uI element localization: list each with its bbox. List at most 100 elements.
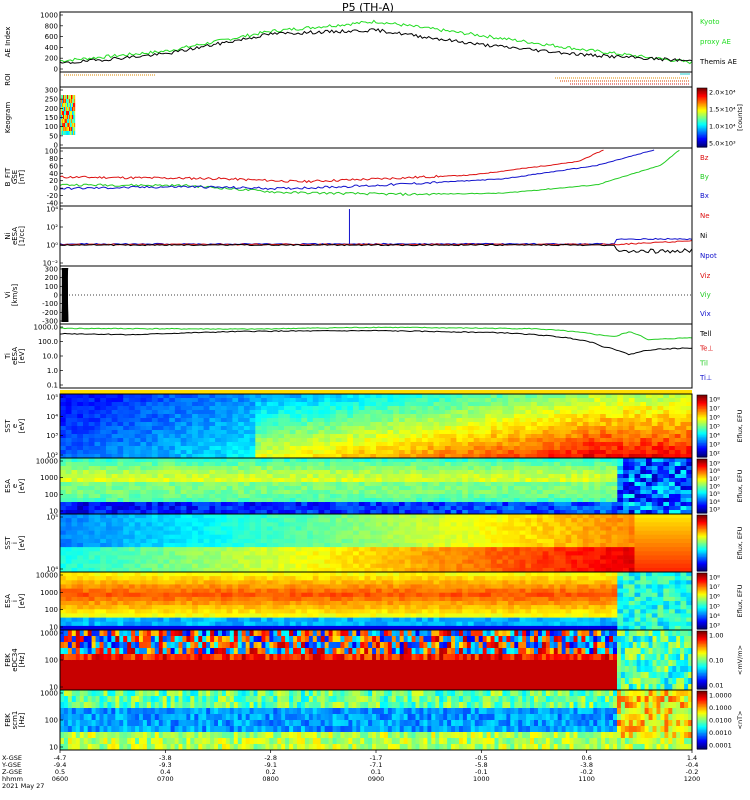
footer-value: 0900 (368, 775, 385, 783)
esa_e-cbar-tick: 10⁹ (709, 460, 720, 468)
roi-ylabel: ROI (4, 73, 12, 85)
density-ylabel: [1/cc] (18, 226, 26, 246)
fbk_b-tick-label: 1000 (40, 690, 58, 698)
fbk_b-cbar-tick: 1.0000 (709, 692, 732, 700)
fbk_e-cbar-label: <mV/m> (736, 645, 744, 675)
sst_e-ylabel: e (11, 424, 19, 428)
bfield-tick-label: 40 (49, 170, 58, 178)
sst_i-ylabel: i (11, 542, 19, 544)
b-By-line (59, 149, 680, 197)
bfield-legend-entry: Bz (700, 154, 709, 162)
bfield-tick-label: -40 (47, 200, 58, 208)
temperature-legend-entry: Te⊥ (699, 345, 714, 353)
footer-value: 1200 (684, 775, 701, 783)
footer-value: -0.2 (686, 768, 699, 776)
ti-line (59, 326, 693, 341)
velocity-tick-label: 200 (45, 274, 58, 282)
ae-frame (59, 11, 693, 73)
density-legend-entry: Ni (700, 232, 707, 240)
fbk_b-tick-label: 10 (49, 744, 58, 752)
fbk_b-cbar-tick: 0.0001 (709, 742, 732, 750)
temperature-tick-label: 1.0 (47, 367, 58, 375)
footer-value: -1.7 (370, 754, 383, 762)
kyoto-ae-line (59, 19, 693, 65)
velocity-tick-label: -100 (42, 300, 58, 308)
footer-value: 0800 (262, 775, 279, 783)
footer-value: 0.4 (160, 768, 170, 776)
footer-value: 1000 (473, 775, 490, 783)
keogram-tick-label: 0 (54, 142, 58, 150)
keogram-cbar-tick: 1.0×10⁴ (709, 123, 736, 131)
footer-value: 1100 (578, 775, 595, 783)
sst_e-tick-label: 10⁴ (46, 413, 58, 421)
esa_e-cbar-tick: 10⁴ (709, 498, 720, 506)
keogram-tick-label: 150 (45, 114, 58, 122)
footer-value: -9.1 (264, 761, 277, 769)
footer-value: -9.4 (54, 761, 67, 769)
esa_e-cbar-tick: 10⁶ (709, 483, 720, 491)
sst_e-tick-label: 10² (46, 452, 58, 460)
sst_i-cbar-label: Eflux, EFU (736, 526, 744, 559)
te-line (59, 329, 693, 356)
fbk_b-tick-label: 100 (45, 717, 58, 725)
fbk_b-cbar-tick: 0.1000 (709, 704, 732, 712)
temperature-tick-label: 1000.0 (34, 324, 59, 332)
fbk_e-ylabel: eDC34 (11, 648, 19, 672)
bfield-tick-label: -20 (47, 192, 58, 200)
esa_e-tick-label: 100 (45, 491, 58, 499)
themis-ae-line (59, 28, 693, 64)
sst_e-cbar-tick: 10³ (709, 441, 720, 449)
footer-row-label: X-GSE (2, 754, 22, 762)
keogram-tick-label: 300 (45, 87, 58, 95)
footer-value: -0.2 (580, 768, 593, 776)
esa_i-cbar-tick: 10⁵ (709, 602, 720, 610)
ae-tick-label: 0 (54, 66, 58, 74)
sst_i-ylabel: [eV] (18, 535, 26, 550)
esa_e-tick-label: 1000 (40, 474, 58, 482)
footer-value: 1.4 (687, 754, 697, 762)
esa_i-tick-label: 10 (49, 624, 58, 632)
ae-tick-label: 400 (45, 44, 58, 52)
bfield-ylabel: B_FIT (4, 167, 12, 186)
esa_i-cbar-tick: 10³ (709, 622, 720, 630)
keogram-tick-label: 50 (49, 132, 58, 140)
temperature-legend-entry: Ti⊥ (699, 374, 712, 382)
footer-value: -3.8 (159, 754, 172, 762)
temperature-legend-entry: Til (699, 359, 708, 367)
esa_e-ylabel: [eV] (18, 478, 26, 493)
fbk_b-cbar-label: <nT> (736, 711, 744, 730)
temperature-tick-label: 0.1 (47, 382, 58, 390)
density-legend-entry: Npot (700, 252, 717, 260)
velocity-ylabel: [km/s] (11, 284, 19, 307)
ae-legend-entry: Themis AE (699, 58, 737, 66)
esa_e-tick-label: 10000 (36, 458, 58, 466)
footer-value: -0.4 (686, 761, 699, 769)
esa_i-cbar-tick: 10⁴ (709, 612, 720, 620)
bfield-tick-label: 60 (49, 162, 58, 170)
sst_e-tick-label: 10³ (46, 432, 58, 440)
footer-value: -2.8 (264, 754, 277, 762)
fbk_b-cbar-tick: 0.0100 (709, 717, 732, 725)
bfield-legend-entry: By (700, 173, 709, 181)
bfield-legend-entry: Bx (700, 192, 709, 200)
b-Bz-line (59, 149, 604, 184)
b-Bx-line (60, 149, 655, 191)
footer-row-label: 2021 May 27 (2, 782, 44, 790)
keogram-cbar-tick: 2.0×10⁴ (709, 89, 736, 97)
temperature-tick-label: 100.0 (38, 338, 58, 346)
ae-tick-label: 800 (45, 22, 58, 30)
footer-row-label: Z-GSE (2, 768, 22, 776)
bfield-tick-label: 0 (54, 185, 58, 193)
esa_e-cbar-label: Eflux, EFU (736, 469, 744, 502)
fbk_b-ylabel: [Hz] (18, 713, 26, 728)
temperature-legend-entry: Tell (699, 330, 711, 338)
sst_e-cbar-tick: 10² (709, 450, 720, 458)
sst_i-ylabel: SST (4, 536, 12, 550)
sst_e-cbar-tick: 10⁷ (709, 405, 720, 413)
ae-tick-label: 1000 (40, 12, 58, 20)
ni-line (59, 243, 693, 254)
velocity-legend-entry: Viz (700, 272, 711, 280)
